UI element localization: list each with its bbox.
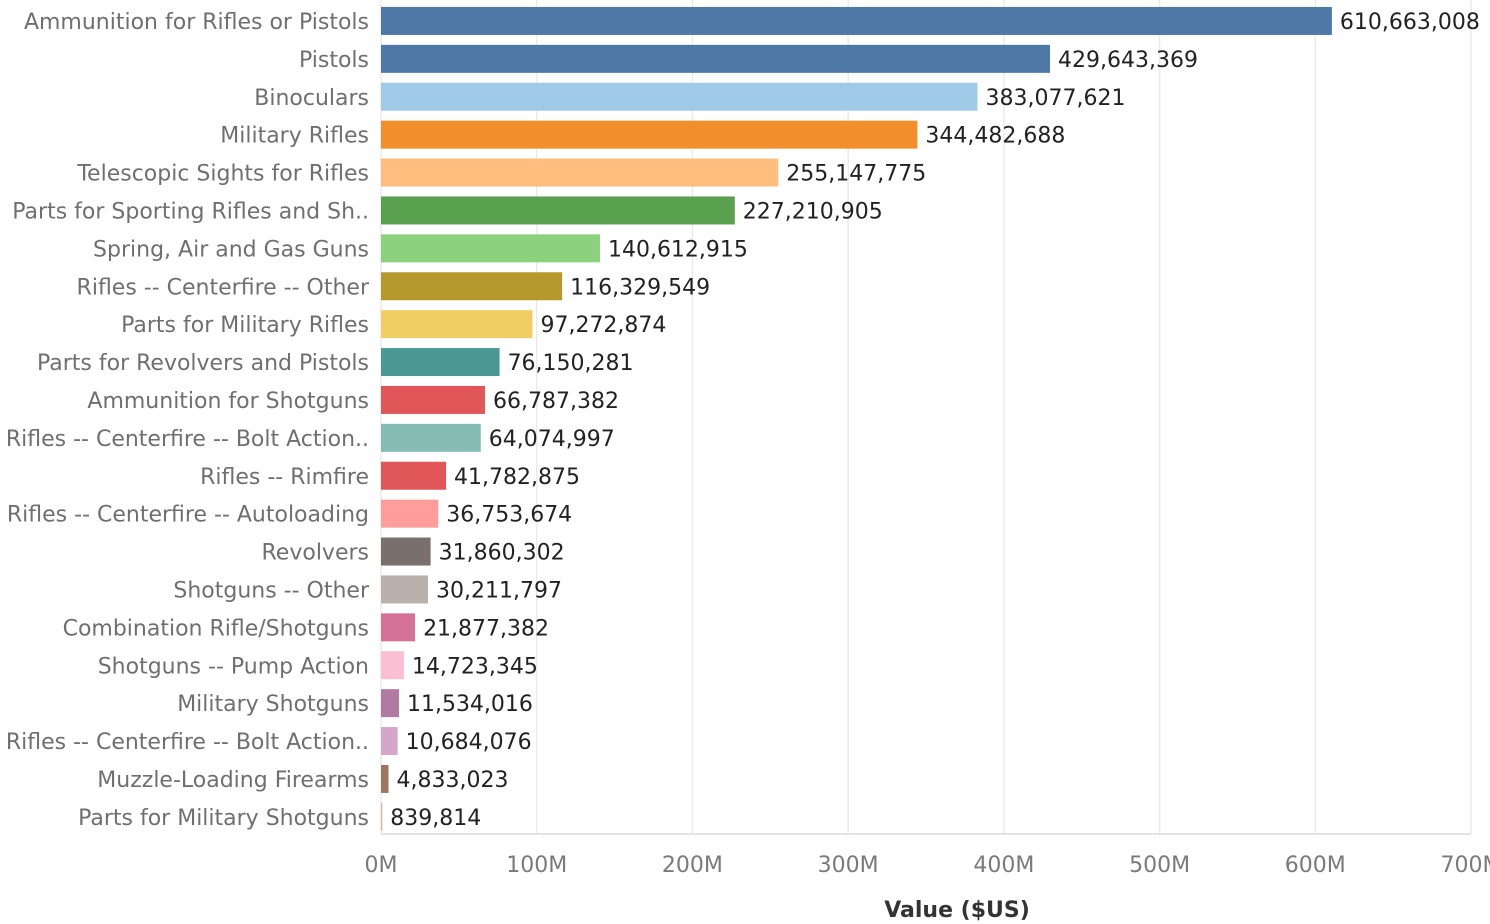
value-label: 4,833,023 [397, 768, 509, 793]
value-label: 14,723,345 [412, 654, 538, 679]
bar [381, 385, 485, 414]
value-label: 97,272,874 [540, 313, 666, 338]
category-label: Parts for Military Rifles [121, 313, 369, 338]
bar [381, 689, 399, 718]
value-label: 140,612,915 [608, 237, 748, 262]
category-label: Combination Rifle/Shotguns [63, 616, 369, 641]
value-labels: 610,663,008 429,643,369 383,077,621 344,482… [390, 10, 1480, 831]
value-label: 30,211,797 [436, 578, 562, 603]
bar [381, 499, 439, 528]
category-label: Ammunition for Rifles or Pistols [24, 10, 369, 35]
category-label: Parts for Military Shotguns [78, 806, 369, 831]
category-label: Ammunition for Shotguns [87, 389, 369, 414]
bar [381, 6, 1332, 35]
category-label: Rifles -- Centerfire -- Other [77, 275, 370, 300]
bar [381, 82, 978, 111]
value-label: 227,210,905 [743, 199, 883, 224]
value-label: 429,643,369 [1058, 48, 1198, 73]
value-label: 76,150,281 [508, 351, 634, 376]
bar [381, 348, 500, 377]
value-label: 344,482,688 [925, 124, 1065, 149]
bar [381, 613, 416, 642]
x-tick-label: 600M [1285, 853, 1346, 878]
bar [381, 158, 779, 187]
category-labels: Ammunition for Rifles or Pistols Pistols B… [6, 10, 370, 831]
category-label: Shotguns -- Pump Action [98, 654, 369, 679]
value-label: 41,782,875 [454, 465, 580, 490]
bar [381, 802, 383, 831]
category-label: Parts for Sporting Rifles and Sh.. [12, 199, 369, 224]
x-tick-label: 500M [1129, 853, 1190, 878]
x-tick-label: 0M [365, 853, 398, 878]
category-label: Pistols [299, 48, 369, 73]
bars [381, 6, 1332, 831]
value-label: 21,877,382 [423, 616, 549, 641]
category-label: Telescopic Sights for Rifles [76, 162, 369, 187]
bar [381, 423, 481, 452]
value-label: 66,787,382 [493, 389, 619, 414]
category-label: Revolvers [262, 541, 370, 566]
value-label: 255,147,775 [786, 162, 926, 187]
bar [381, 764, 389, 793]
bar [381, 651, 404, 680]
category-label: Rifles -- Rimfire [200, 465, 369, 490]
category-label: Spring, Air and Gas Guns [93, 237, 369, 262]
category-label: Shotguns -- Other [173, 578, 370, 603]
value-label: 36,753,674 [446, 503, 572, 528]
bar [381, 44, 1051, 73]
bar [381, 310, 533, 339]
bar [381, 461, 447, 490]
value-label: 11,534,016 [407, 692, 533, 717]
category-label: Binoculars [254, 86, 369, 111]
x-axis-title: Value ($US) [884, 898, 1030, 923]
x-tick-label: 300M [818, 853, 879, 878]
category-label: Muzzle-Loading Firearms [97, 768, 369, 793]
value-label: 610,663,008 [1340, 10, 1480, 35]
bar [381, 120, 918, 149]
category-label: Rifles -- Centerfire -- Bolt Action.. [6, 730, 369, 755]
bar [381, 537, 431, 566]
value-label: 64,074,997 [489, 427, 615, 452]
value-label: 839,814 [390, 806, 481, 831]
x-axis: 0M 100M 200M 300M 400M 500M 600M 700M [365, 833, 1490, 878]
x-tick-label: 400M [973, 853, 1034, 878]
category-label: Military Rifles [220, 124, 369, 149]
category-label: Rifles -- Centerfire -- Bolt Action.. [6, 427, 369, 452]
bar [381, 575, 429, 604]
category-label: Rifles -- Centerfire -- Autoloading [7, 503, 369, 528]
x-tick-label: 200M [662, 853, 723, 878]
category-label: Military Shotguns [177, 692, 369, 717]
bar [381, 234, 600, 263]
bar [381, 272, 563, 301]
category-label: Parts for Revolvers and Pistols [37, 351, 369, 376]
value-label: 10,684,076 [406, 730, 532, 755]
x-tick-label: 100M [506, 853, 567, 878]
value-label: 383,077,621 [986, 86, 1126, 111]
value-label: 31,860,302 [439, 541, 565, 566]
value-label: 116,329,549 [570, 275, 710, 300]
bar [381, 196, 735, 225]
bar [381, 727, 398, 756]
x-tick-label: 700M [1441, 853, 1490, 878]
